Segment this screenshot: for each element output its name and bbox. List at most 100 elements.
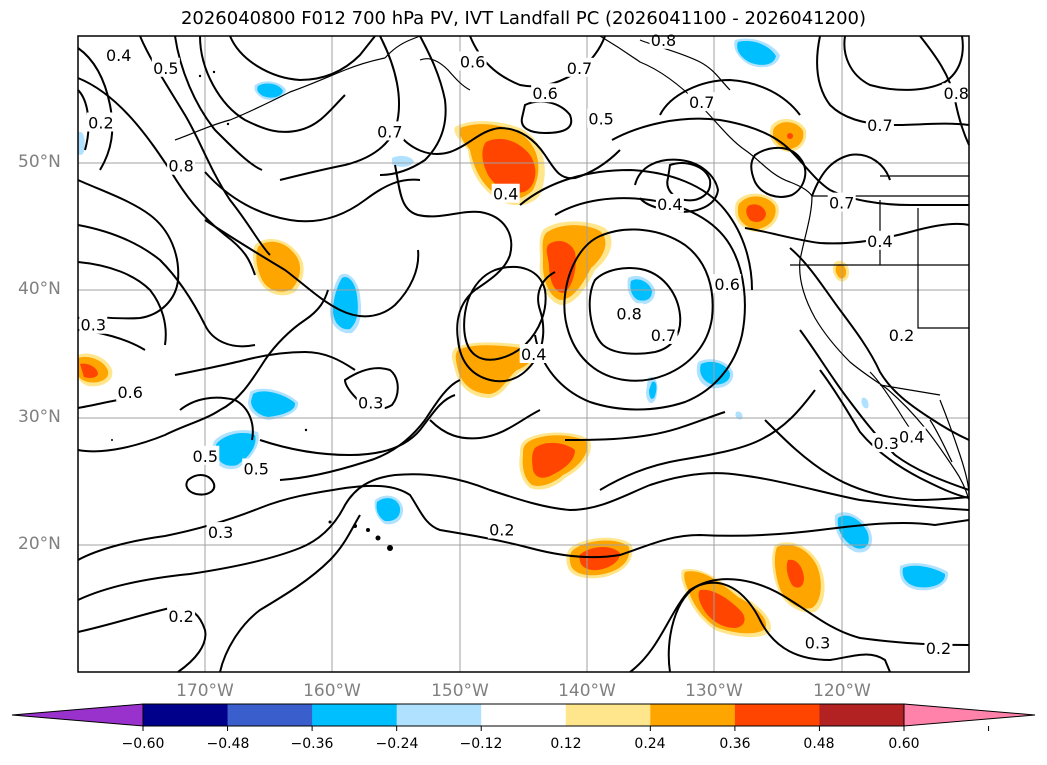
colorbar-tick-label: −0.60 — [121, 736, 165, 752]
map-title: 2026040800 F012 700 hPa PV, IVT Landfall… — [180, 8, 867, 29]
lon-label-170w: 170°W — [176, 681, 234, 701]
colorbar-tick-label: 0.36 — [719, 736, 751, 752]
contour-label-background — [79, 314, 108, 334]
contour-label-background — [487, 519, 516, 539]
contour-label: 0.4 — [106, 46, 131, 65]
contour-label: 0.3 — [358, 393, 383, 412]
contour-label-background — [86, 112, 115, 132]
colorbar-border — [142, 703, 905, 727]
colorbar-tick-label: −0.36 — [290, 736, 334, 752]
colorbar-segment — [565, 704, 651, 726]
colorbar-tick-label: −0.48 — [206, 736, 250, 752]
contour-label: 0.3 — [81, 316, 106, 335]
contour-label: 0.5 — [193, 447, 218, 466]
contour-label-background — [191, 445, 220, 465]
colorbar-tick-label: −0.12 — [459, 736, 503, 752]
colorbar-tick-label: −0.24 — [375, 736, 419, 752]
contour-label: 0.3 — [874, 434, 899, 453]
contour-label: 0.8 — [651, 31, 676, 50]
map-canvas[interactable]: 0.4 0.5 0.2 0.8 0.3 0.6 0.5 0.5 0.3 0.7 0.6 0.6 0.7 0… — [0, 0, 1047, 700]
lat-label-40n: 40°N — [18, 279, 61, 299]
contour-label-background — [356, 392, 385, 412]
contour-label: 0.8 — [168, 157, 193, 176]
lon-label-160w: 160°W — [303, 681, 361, 701]
positive-anomaly-3 — [451, 342, 538, 398]
contour-label: 0.4 — [899, 428, 924, 447]
colorbar-extend-low — [11, 703, 144, 727]
contour-label: 0.4 — [867, 232, 892, 251]
contour-label-background — [827, 192, 856, 212]
positive-anomaly-12 — [832, 260, 850, 282]
contour-label-background — [615, 303, 644, 323]
lon-label-120w: 120°W — [813, 681, 871, 701]
colorbar-segment — [819, 704, 905, 726]
colorbar-tick-label: 0.12 — [550, 736, 582, 752]
contour-label-background — [167, 155, 196, 175]
contour-label-background — [116, 382, 145, 402]
contour-label-background — [924, 637, 953, 657]
contour-label: 0.7 — [829, 194, 854, 213]
contour-label-background — [649, 29, 678, 49]
colorbar-segment — [734, 704, 820, 726]
contour-label: 0.4 — [493, 185, 518, 204]
coastlines — [174, 35, 970, 501]
contour-label: 0.7 — [567, 59, 592, 78]
contour-label-background — [242, 458, 271, 478]
contour-label: 0.5 — [588, 110, 613, 129]
positive-anomaly-9 — [735, 193, 779, 232]
pv-shading — [78, 38, 949, 638]
contour-label-background — [897, 426, 926, 446]
contour-label-background — [491, 183, 520, 203]
contour-label: 0.7 — [651, 326, 676, 345]
contour-label-background — [865, 115, 894, 135]
negative-anomaly-8 — [899, 563, 949, 591]
contour-label: 0.3 — [805, 634, 830, 653]
contour-label-background — [531, 83, 560, 103]
negative-anomaly-11 — [78, 131, 869, 420]
colorbar-segment — [312, 704, 398, 726]
contour-label: 0.5 — [243, 459, 268, 478]
colorbar-segment — [650, 704, 736, 726]
contour-label-background — [206, 522, 235, 542]
contour-label-background — [865, 230, 894, 250]
colorbar-segment — [143, 704, 229, 726]
contour-label-background — [655, 193, 684, 213]
contour-label-background — [803, 632, 832, 652]
contour-label: 0.4 — [657, 195, 682, 214]
contour-label: 0.6 — [532, 84, 557, 103]
lat-label-20n: 20°N — [18, 534, 61, 554]
contour-label-background — [887, 324, 916, 344]
colorbar-extend-high — [903, 703, 1036, 727]
contour-label: 0.5 — [153, 59, 178, 78]
contour-label-background — [104, 45, 133, 65]
colorbar-segment — [227, 704, 313, 726]
negative-anomaly-10 — [254, 81, 286, 100]
map-frame — [77, 35, 970, 673]
contour-label: 0.8 — [944, 84, 969, 103]
negative-anomaly-2 — [248, 388, 299, 420]
contour-label: 0.2 — [88, 113, 113, 132]
lon-label-150w: 150°W — [431, 681, 489, 701]
contour-label: 0.2 — [889, 326, 914, 345]
contour-label-background — [151, 57, 180, 77]
lat-label-50n: 50°N — [18, 152, 61, 172]
contour-label-background — [167, 606, 196, 626]
contour-label-background — [872, 433, 901, 453]
contour-label-background — [713, 274, 742, 294]
contour-label: 0.7 — [689, 93, 714, 112]
positive-anomaly-11 — [78, 353, 113, 387]
contour-label-background — [458, 51, 487, 71]
islands — [111, 70, 393, 551]
lon-label-140w: 140°W — [558, 681, 616, 701]
negative-anomaly-6 — [696, 359, 734, 389]
colorbar-tick-label: 0.48 — [803, 736, 835, 752]
contour-label-background — [565, 57, 594, 77]
contour-label: 0.8 — [616, 304, 641, 323]
contour-label-background — [942, 83, 971, 103]
contour-label-background — [375, 121, 404, 141]
contour-label: 0.6 — [460, 52, 485, 71]
positive-anomaly-7 — [772, 542, 825, 613]
positive-anomaly-6 — [681, 569, 771, 638]
negative-anomaly-4 — [374, 495, 404, 525]
lon-label-130w: 130°W — [685, 681, 743, 701]
